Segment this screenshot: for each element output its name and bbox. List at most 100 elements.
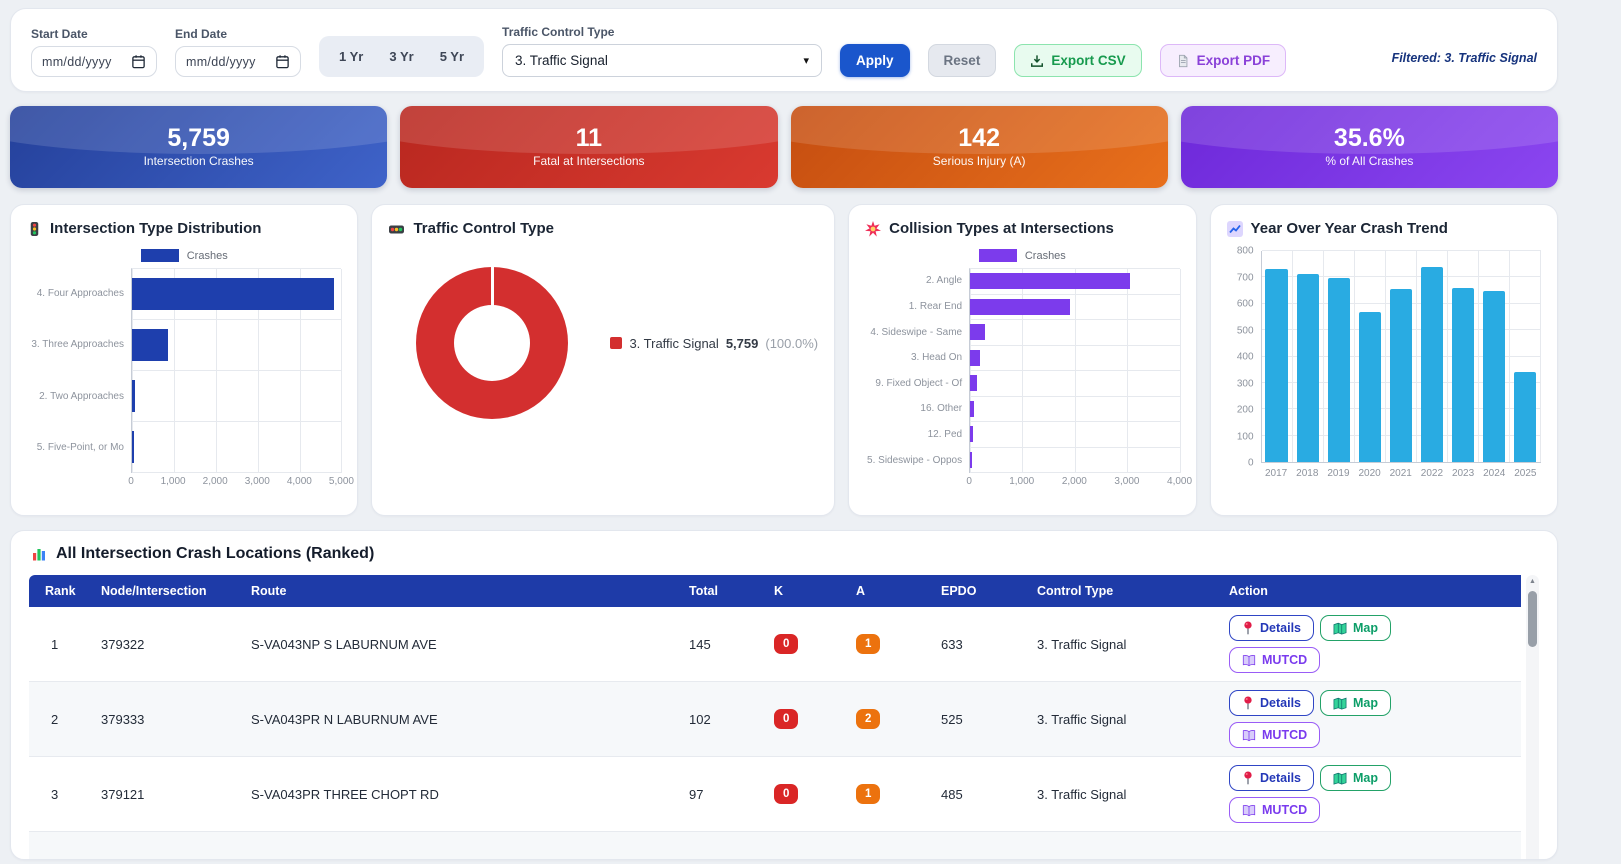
- x-axis-tick: 2025: [1514, 468, 1537, 479]
- details-button[interactable]: Details: [1229, 765, 1314, 791]
- bar: [1482, 291, 1506, 462]
- panel-collision-types: Collision Types at Intersections Crashes…: [848, 204, 1197, 516]
- reset-button[interactable]: Reset: [927, 44, 997, 77]
- category-label: 4. Sideswipe - Same: [870, 326, 963, 338]
- map-button[interactable]: Map: [1320, 690, 1391, 716]
- panel-title: Year Over Year Crash Trend: [1226, 220, 1541, 237]
- one-year-button[interactable]: 1 Yr: [339, 49, 364, 64]
- gridline: [257, 269, 259, 473]
- rank-cell: 2: [29, 681, 91, 757]
- charts-row: Intersection Type Distribution Crashes 4…: [10, 204, 1558, 516]
- x-axis-tick: 2018: [1296, 468, 1319, 479]
- donut-chart: [416, 267, 569, 419]
- table-wrap: Rank Node/Intersection Route Total K A E…: [29, 575, 1539, 859]
- panel-title-text: Year Over Year Crash Trend: [1250, 220, 1448, 237]
- mutcd-button[interactable]: MUTCD: [1229, 797, 1321, 823]
- details-button[interactable]: Details: [1229, 690, 1314, 716]
- bar: [970, 375, 977, 392]
- start-date-input[interactable]: mm/dd/yyyy: [31, 46, 157, 77]
- category-label: 5. Sideswipe - Oppos: [867, 454, 963, 466]
- x-axis-tick: 3,000: [244, 476, 270, 487]
- details-button[interactable]: Details: [1229, 615, 1314, 641]
- filter-bar: Start Date mm/dd/yyyy End Date mm/dd/yyy…: [10, 8, 1558, 92]
- table-row: 1 379322 S-VA043NP S LABURNUM AVE 145 0 …: [29, 607, 1521, 682]
- open-book-icon: [1242, 729, 1256, 742]
- category-label: 5. Five-Point, or Mo: [36, 441, 124, 453]
- total-cell: 97: [679, 756, 764, 832]
- map-button[interactable]: Map: [1320, 765, 1391, 791]
- map-icon: [1333, 697, 1347, 710]
- crash-locations-table: Rank Node/Intersection Route Total K A E…: [29, 575, 1521, 859]
- mutcd-button[interactable]: MUTCD: [1229, 647, 1321, 673]
- mutcd-button[interactable]: MUTCD: [1229, 722, 1321, 748]
- action-buttons: Details Map MUTCD: [1229, 690, 1425, 748]
- action-buttons: Details Map MUTCD: [1229, 615, 1425, 673]
- dashboard-page: Start Date mm/dd/yyyy End Date mm/dd/yyy…: [10, 8, 1558, 860]
- gridline: [1179, 269, 1181, 473]
- epdo-cell: 525: [931, 681, 1027, 757]
- table-title: All Intersection Crash Locations (Ranked…: [31, 545, 1539, 563]
- col-action: Action: [1219, 575, 1521, 607]
- pushpin-icon: [1242, 696, 1254, 710]
- panel-title: Traffic Control Type: [388, 220, 818, 237]
- bar: [1327, 278, 1350, 462]
- panel-year-over-year-trend: Year Over Year Crash Trend 0 100 200 300 400…: [1209, 204, 1558, 516]
- map-button[interactable]: Map: [1320, 615, 1391, 641]
- calendar-icon[interactable]: [131, 54, 146, 69]
- y-axis-tick: 0: [1247, 457, 1254, 469]
- stat-card-pct-of-all-crashes: 35.6% % of All Crashes: [1180, 106, 1558, 188]
- action-buttons: Details Map MUTCD: [1229, 765, 1425, 823]
- route-cell: S-VA043PR N LABURNUM AVE: [241, 681, 679, 757]
- calendar-icon[interactable]: [275, 54, 290, 69]
- export-pdf-button[interactable]: Export PDF: [1159, 44, 1287, 77]
- stat-label: Serious Injury (A): [932, 154, 1026, 168]
- route-cell: S-VA043NP S LABURNUM AVE: [241, 607, 679, 682]
- table-scrollbar[interactable]: ▲: [1526, 575, 1539, 859]
- bar: [970, 349, 980, 366]
- x-axis-tick: 0: [966, 476, 972, 487]
- traffic-control-type-field: Traffic Control Type 3. Traffic Signal ▾: [502, 25, 823, 77]
- intersection-type-chart: 4. Four Approaches 3. Three Approaches 2. …: [27, 268, 354, 494]
- gridline: [173, 269, 175, 473]
- end-date-value: mm/dd/yyyy: [186, 54, 256, 69]
- category-label: 16. Other: [920, 403, 963, 415]
- scrollbar-thumb[interactable]: [1528, 591, 1537, 647]
- bar: [970, 451, 973, 468]
- bar: [1420, 266, 1443, 462]
- download-icon: [1030, 54, 1044, 68]
- col-node: Node/Intersection: [91, 575, 241, 607]
- open-book-icon: [1242, 804, 1256, 817]
- legend-label: Crashes: [1024, 249, 1066, 262]
- end-date-input[interactable]: mm/dd/yyyy: [175, 46, 301, 77]
- five-year-button[interactable]: 5 Yr: [439, 49, 465, 64]
- x-axis-tick: 2017: [1265, 468, 1288, 479]
- gridline: [1074, 269, 1076, 473]
- gridline: [1261, 276, 1541, 278]
- bar: [132, 380, 136, 412]
- stat-label: % of All Crashes: [1325, 154, 1414, 168]
- bar: [1451, 288, 1474, 462]
- y-axis-tick: 300: [1236, 378, 1254, 389]
- x-axis-tick: 2021: [1389, 468, 1412, 479]
- pushpin-icon: [1242, 621, 1254, 635]
- bar: [1296, 273, 1319, 462]
- k-badge: 0: [774, 784, 799, 804]
- bar: [1265, 269, 1288, 462]
- gridline: [970, 269, 972, 473]
- gridline: [1261, 250, 1541, 251]
- x-axis-tick: 0: [128, 476, 134, 487]
- open-book-icon: [1242, 654, 1256, 667]
- category-label: 2. Angle: [925, 275, 963, 287]
- y-axis-tick: 200: [1236, 404, 1254, 416]
- traffic-control-type-select[interactable]: 3. Traffic Signal ▾: [502, 44, 823, 77]
- filtered-note: Filtered: 3. Traffic Signal: [1391, 51, 1537, 65]
- export-csv-button[interactable]: Export CSV: [1014, 44, 1142, 77]
- legend-swatch: [978, 249, 1017, 262]
- three-year-button[interactable]: 3 Yr: [389, 49, 414, 64]
- end-date-label: End Date: [175, 27, 228, 41]
- bar: [970, 324, 986, 341]
- scroll-up-icon[interactable]: ▲: [1529, 578, 1536, 585]
- donut-hole: [454, 305, 531, 381]
- apply-button[interactable]: Apply: [840, 44, 910, 77]
- panel-title-text: Intersection Type Distribution: [50, 220, 262, 237]
